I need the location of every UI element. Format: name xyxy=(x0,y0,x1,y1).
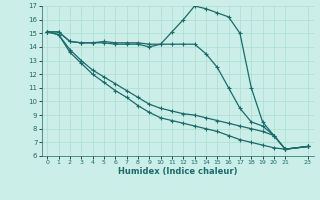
X-axis label: Humidex (Indice chaleur): Humidex (Indice chaleur) xyxy=(118,167,237,176)
